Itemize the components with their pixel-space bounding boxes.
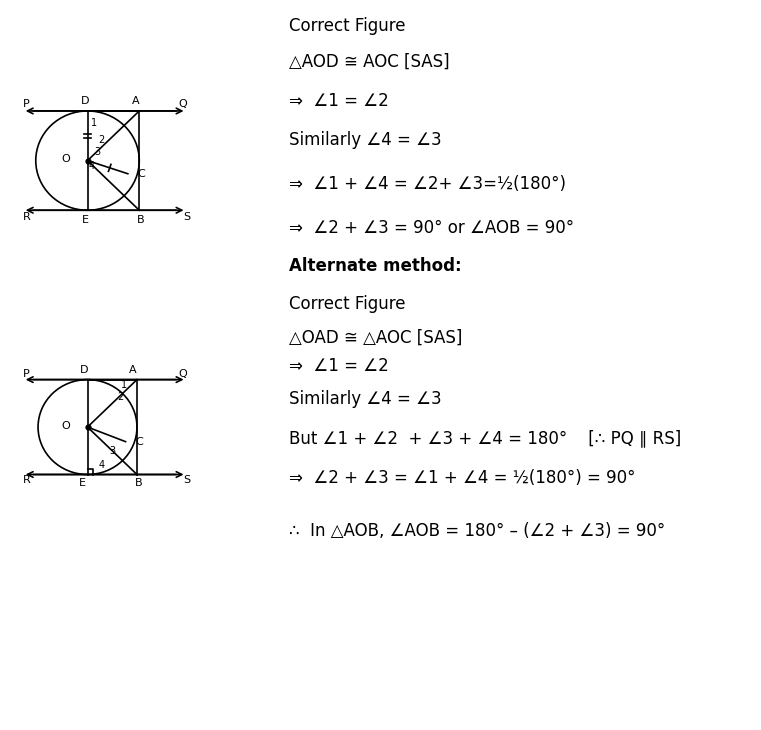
Text: But ∠1 + ∠2  + ∠3 + ∠4 = 180°    [∴ PQ ∥ RS]: But ∠1 + ∠2 + ∠3 + ∠4 = 180° [∴ PQ ∥ RS] — [289, 429, 681, 447]
Text: D: D — [79, 365, 88, 375]
Text: ⇒  ∠1 = ∠2: ⇒ ∠1 = ∠2 — [289, 358, 389, 375]
Text: P: P — [24, 99, 30, 109]
Text: Q: Q — [178, 369, 187, 379]
Text: E: E — [81, 215, 89, 226]
Text: Correct Figure: Correct Figure — [289, 296, 406, 313]
Text: Alternate method:: Alternate method: — [289, 258, 462, 275]
Text: △OAD ≅ △AOC [SAS]: △OAD ≅ △AOC [SAS] — [289, 328, 463, 346]
Text: Similarly ∠4 = ∠3: Similarly ∠4 = ∠3 — [289, 391, 442, 408]
Text: B: B — [135, 478, 142, 488]
Text: ⇒  ∠1 + ∠4 = ∠2+ ∠3=½(180°): ⇒ ∠1 + ∠4 = ∠2+ ∠3=½(180°) — [289, 175, 566, 193]
Text: 4: 4 — [98, 460, 104, 470]
Text: 2: 2 — [117, 392, 123, 402]
Text: P: P — [24, 369, 30, 379]
Text: △AOD ≅ AOC [SAS]: △AOD ≅ AOC [SAS] — [289, 53, 450, 71]
Text: C: C — [135, 437, 143, 447]
Text: S: S — [183, 475, 190, 485]
Text: ⇒  ∠2 + ∠3 = ∠1 + ∠4 = ½(180°) = 90°: ⇒ ∠2 + ∠3 = ∠1 + ∠4 = ½(180°) = 90° — [289, 469, 635, 487]
Text: 2: 2 — [98, 135, 104, 145]
Text: R: R — [23, 475, 30, 485]
Text: E: E — [78, 478, 86, 488]
Text: ∴  In △AOB, ∠AOB = 180° – (∠2 + ∠3) = 90°: ∴ In △AOB, ∠AOB = 180° – (∠2 + ∠3) = 90° — [289, 523, 665, 540]
Text: O: O — [62, 420, 71, 431]
Text: 3: 3 — [110, 446, 116, 456]
Text: 3: 3 — [94, 147, 100, 157]
Text: R: R — [23, 212, 30, 222]
Text: S: S — [183, 212, 190, 222]
Text: A: A — [129, 365, 137, 375]
Text: 1: 1 — [91, 118, 97, 128]
Text: ⇒  ∠2 + ∠3 = 90° or ∠AOB = 90°: ⇒ ∠2 + ∠3 = 90° or ∠AOB = 90° — [289, 219, 575, 237]
Text: C: C — [137, 169, 145, 179]
Text: 4: 4 — [88, 161, 94, 171]
Text: Similarly ∠4 = ∠3: Similarly ∠4 = ∠3 — [289, 131, 442, 149]
Text: Correct Figure: Correct Figure — [289, 17, 406, 34]
Text: A: A — [132, 96, 139, 106]
Text: Q: Q — [178, 99, 187, 109]
Text: B: B — [137, 215, 145, 226]
Text: D: D — [81, 96, 90, 106]
Text: ⇒  ∠1 = ∠2: ⇒ ∠1 = ∠2 — [289, 92, 389, 110]
Text: 1: 1 — [121, 380, 127, 391]
Text: O: O — [62, 154, 71, 164]
